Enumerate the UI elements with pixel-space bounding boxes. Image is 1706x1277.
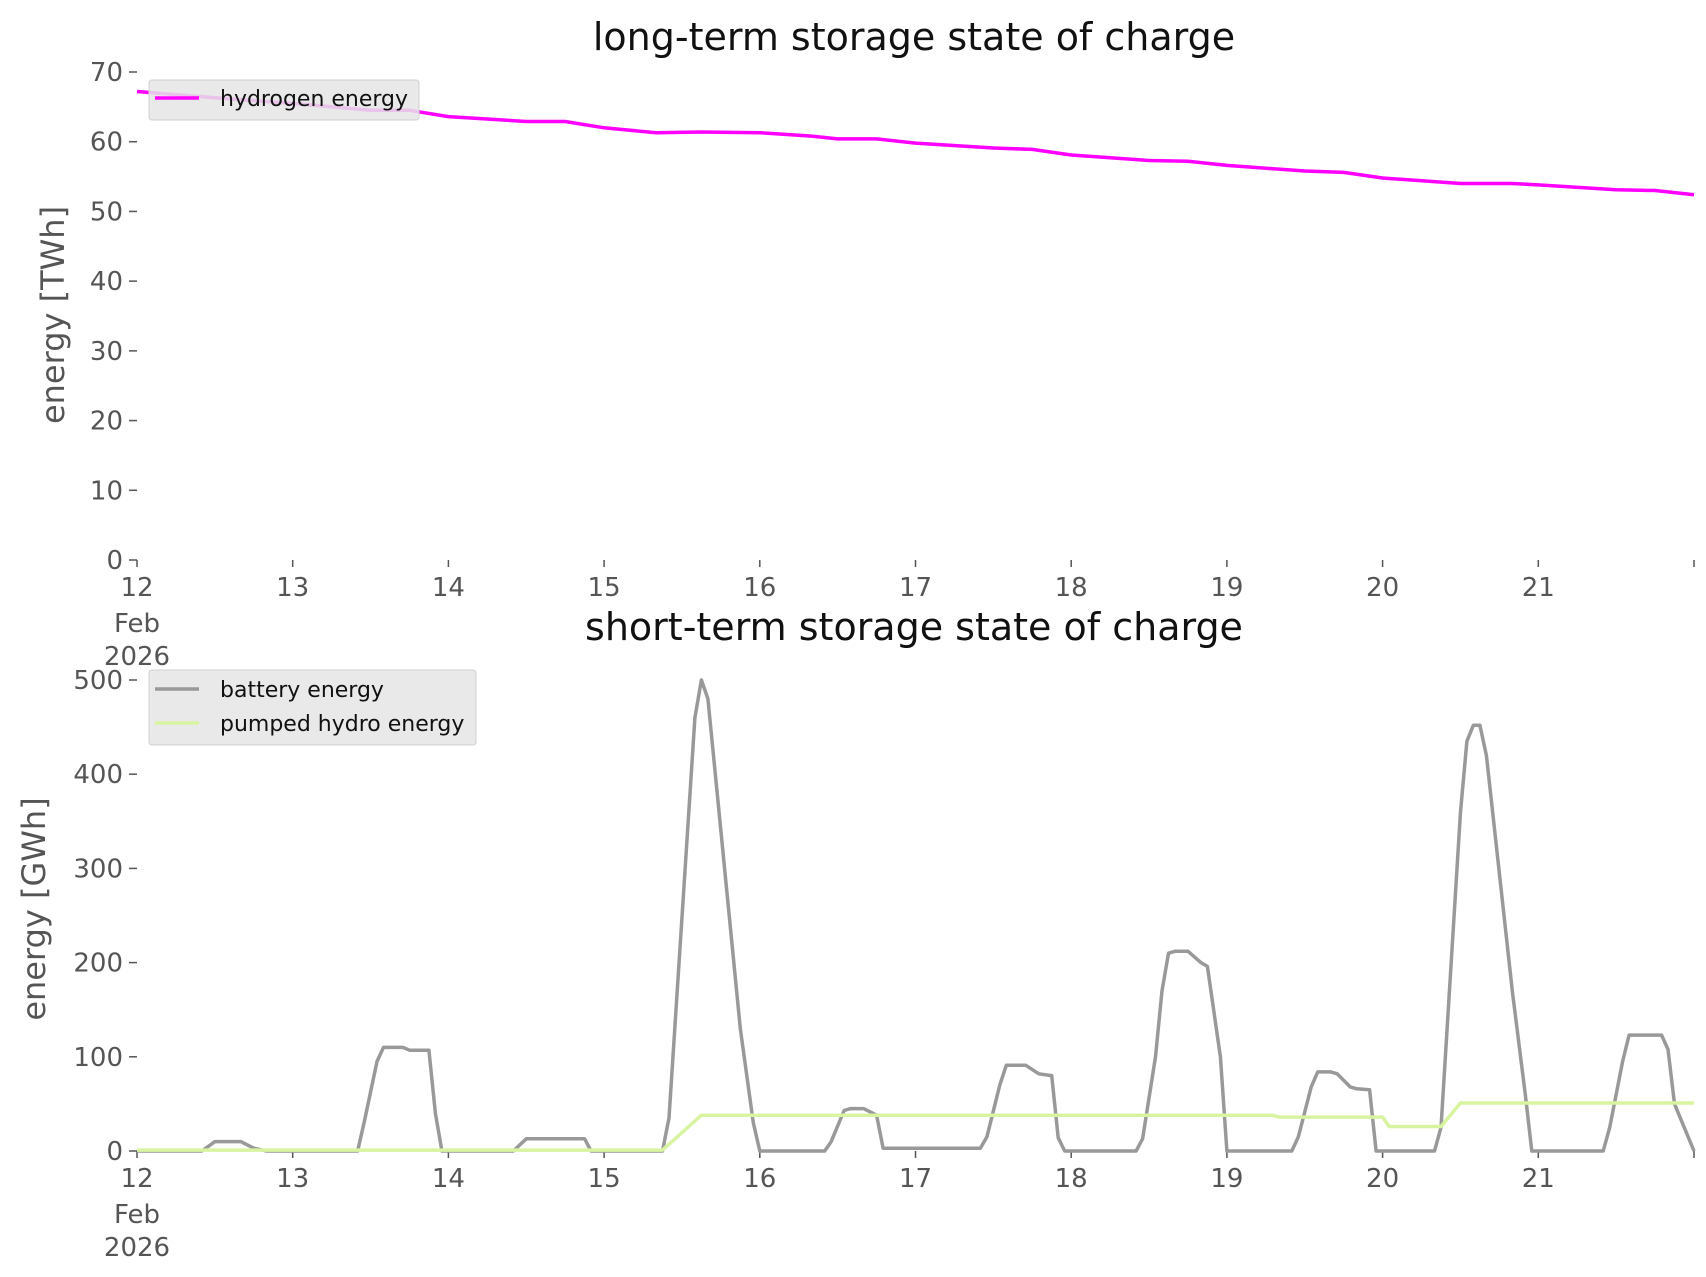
y-tick-label: 500 xyxy=(73,666,123,696)
y-tick-label: 30 xyxy=(90,337,123,367)
x-tick-label: 12 xyxy=(120,1164,153,1194)
y-tick-label: 70 xyxy=(90,58,123,88)
y-tick-label: 40 xyxy=(90,267,123,297)
plot-area xyxy=(137,678,1696,1153)
x-tick-label: 12 xyxy=(120,573,153,603)
plot-area xyxy=(136,89,1695,197)
y-tick-label: 20 xyxy=(90,407,123,437)
x-tick-label: 16 xyxy=(743,1164,776,1194)
long-term-chart: long-term storage state of charge energy… xyxy=(34,15,1695,672)
x-tick-label: 13 xyxy=(276,573,309,603)
y-tick-label: 200 xyxy=(73,949,123,979)
series-line-0 xyxy=(137,678,1696,1153)
x-tick-label: 18 xyxy=(1055,1164,1088,1194)
chart-title: long-term storage state of charge xyxy=(593,15,1235,59)
x-tick-sublabel: Feb xyxy=(114,609,160,639)
x-tick-sublabel: 2026 xyxy=(104,1233,170,1263)
series-line-0 xyxy=(136,89,1695,197)
x-tick-label: 14 xyxy=(432,1164,465,1194)
x-tick-label: 20 xyxy=(1366,573,1399,603)
x-tick-label: 19 xyxy=(1210,1164,1243,1194)
y-axis-label: energy [GWh] xyxy=(15,797,53,1020)
x-tick-label: 14 xyxy=(432,573,465,603)
x-tick-label: 18 xyxy=(1055,573,1088,603)
y-axis: 0 100 200 300 400 500 xyxy=(73,666,137,1167)
legend-label: hydrogen energy xyxy=(220,87,408,112)
y-tick-label: 300 xyxy=(73,854,123,884)
y-tick-label: 0 xyxy=(106,1137,123,1167)
x-tick-label: 15 xyxy=(588,1164,621,1194)
y-tick-label: 400 xyxy=(73,760,123,790)
x-tick-sublabel: 2026 xyxy=(104,642,170,672)
short-term-chart: short-term storage state of charge energ… xyxy=(15,605,1696,1263)
x-tick-label: 17 xyxy=(899,573,932,603)
y-tick-label: 60 xyxy=(90,128,123,158)
legend: battery energy pumped hydro energy xyxy=(148,669,477,746)
y-tick-label: 100 xyxy=(73,1043,123,1073)
legend-label: battery energy xyxy=(220,678,384,703)
y-axis-label: energy [TWh] xyxy=(34,206,72,424)
legend-box xyxy=(148,79,420,121)
x-tick-label: 21 xyxy=(1522,1164,1555,1194)
y-tick-label: 10 xyxy=(90,476,123,506)
x-tick-label: 13 xyxy=(276,1164,309,1194)
x-tick-label: 16 xyxy=(743,573,776,603)
chart-title: short-term storage state of charge xyxy=(585,605,1243,649)
x-tick-label: 21 xyxy=(1522,573,1555,603)
y-tick-label: 0 xyxy=(106,546,123,576)
legend-label: pumped hydro energy xyxy=(220,712,464,737)
y-axis: 0 10 20 30 40 50 60 70 xyxy=(90,58,137,576)
x-tick-sublabel: Feb xyxy=(114,1200,160,1230)
y-tick-label: 50 xyxy=(90,197,123,227)
x-tick-label: 20 xyxy=(1366,1164,1399,1194)
legend-box xyxy=(148,669,477,746)
x-tick-label: 15 xyxy=(588,573,621,603)
x-tick-label: 17 xyxy=(899,1164,932,1194)
legend: hydrogen energy xyxy=(148,79,420,121)
series-line-1 xyxy=(137,1101,1694,1152)
x-tick-label: 19 xyxy=(1210,573,1243,603)
